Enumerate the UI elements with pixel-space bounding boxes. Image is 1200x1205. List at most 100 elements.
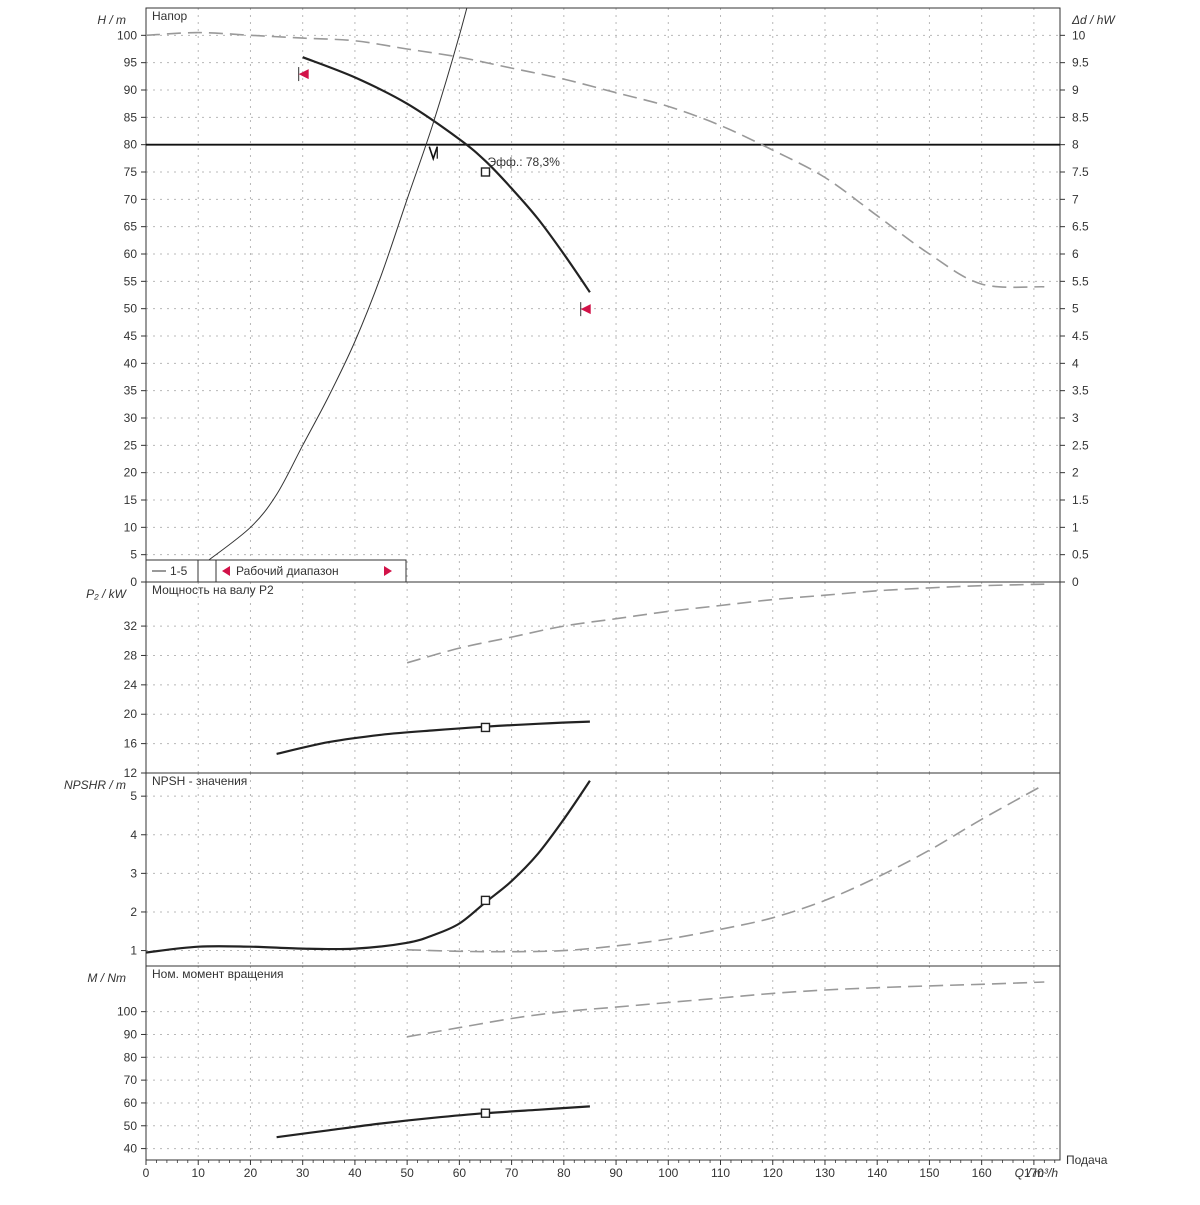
y-tick-label: 28 <box>124 648 138 662</box>
duty-point-marker <box>480 167 491 177</box>
y-tick-label: 20 <box>124 466 138 480</box>
right-tick-label: 0.5 <box>1072 548 1089 562</box>
right-tick-label: 6.5 <box>1072 220 1089 234</box>
y-tick-label: 65 <box>124 220 138 234</box>
range-marker-flag <box>580 304 591 315</box>
legend-item-series: 1-5 <box>170 564 188 578</box>
y-axis-label-head: H / m <box>97 13 126 27</box>
x-tick-label: 80 <box>557 1166 571 1180</box>
right-tick-label: 0 <box>1072 575 1079 589</box>
right-tick-label: 10 <box>1072 28 1086 42</box>
y-tick-label: 10 <box>124 520 138 534</box>
legend-flag-right <box>384 566 392 576</box>
right-tick-label: 7.5 <box>1072 165 1089 179</box>
panel-title-npsh: NPSH - значения <box>152 774 247 788</box>
x-tick-label: 30 <box>296 1166 310 1180</box>
right-tick-label: 8 <box>1072 138 1079 152</box>
series-line-power-main-0 <box>276 720 590 755</box>
panel-frame-torque <box>145 965 1061 1161</box>
x-tick-label: 20 <box>244 1166 258 1180</box>
y-tick-label: 1 <box>130 944 137 958</box>
y-axis-label-npsh: NPSHR / m <box>64 778 126 792</box>
right-tick-label: 3 <box>1072 411 1079 425</box>
y-tick-label: 30 <box>124 411 138 425</box>
panel-frame-head <box>145 7 1061 583</box>
x-tick-label: 170 <box>1024 1166 1044 1180</box>
x-tick-label: 60 <box>453 1166 467 1180</box>
y-tick-label: 20 <box>124 707 138 721</box>
x-tick-label: 120 <box>763 1166 783 1180</box>
x-tick-label: 140 <box>867 1166 887 1180</box>
series-line-npsh-main-0 <box>146 780 591 954</box>
operating-point-marker <box>428 146 439 162</box>
right-tick-label: 8.5 <box>1072 110 1089 124</box>
y-tick-label: 70 <box>124 1073 138 1087</box>
y-tick-label: 50 <box>124 1119 138 1133</box>
y-tick-label: 0 <box>130 575 137 589</box>
y-tick-label: 3 <box>130 866 137 880</box>
right-tick-label: 9 <box>1072 83 1079 97</box>
y-tick-label: 55 <box>124 274 138 288</box>
right-tick-label: 4 <box>1072 356 1079 370</box>
legend-item-range: Рабочий диапазон <box>236 564 339 578</box>
x-tick-label: 150 <box>919 1166 939 1180</box>
y-tick-label: 45 <box>124 329 138 343</box>
panel-title-head: Напор <box>152 9 188 23</box>
y-tick-label: 5 <box>130 548 137 562</box>
right-tick-label: 9.5 <box>1072 56 1089 70</box>
series-line-head-thin-1 <box>208 8 468 561</box>
y-tick-label: 12 <box>124 766 138 780</box>
range-marker-flag <box>298 69 309 80</box>
right-tick-label: 7 <box>1072 192 1079 206</box>
panel-title-power: Мощность на валу P2 <box>152 583 274 597</box>
efficiency-annotation: Эфф.: 78,3% <box>487 155 560 169</box>
y-tick-label: 50 <box>124 302 138 316</box>
y-tick-label: 15 <box>124 493 138 507</box>
right-tick-label: 1.5 <box>1072 493 1089 507</box>
right-tick-label: 3.5 <box>1072 384 1089 398</box>
right-axis-label: Δd / hW <box>1071 13 1116 27</box>
panel-title-torque: Ном. момент вращения <box>152 967 284 981</box>
right-tick-label: 4.5 <box>1072 329 1089 343</box>
series-line-power-dash-1 <box>406 583 1045 664</box>
right-tick-label: 1 <box>1072 520 1079 534</box>
y-tick-label: 24 <box>124 678 138 692</box>
right-tick-label: 6 <box>1072 247 1079 261</box>
panel-frame-power <box>145 581 1061 774</box>
x-tick-label: 100 <box>658 1166 678 1180</box>
x-tick-label: 130 <box>815 1166 835 1180</box>
x-axis-caption: Подача <box>1066 1153 1108 1167</box>
y-tick-label: 5 <box>130 789 137 803</box>
y-tick-label: 70 <box>124 192 138 206</box>
y-tick-label: 60 <box>124 247 138 261</box>
y-tick-label: 80 <box>124 138 138 152</box>
x-tick-label: 160 <box>972 1166 992 1180</box>
x-tick-label: 10 <box>192 1166 206 1180</box>
y-tick-label: 95 <box>124 56 138 70</box>
y-tick-label: 100 <box>117 1005 137 1019</box>
y-tick-label: 100 <box>117 28 137 42</box>
y-tick-label: 35 <box>124 384 138 398</box>
y-tick-label: 40 <box>124 1142 138 1156</box>
x-tick-label: 110 <box>711 1166 730 1180</box>
x-tick-label: 70 <box>505 1166 519 1180</box>
duty-point-marker <box>480 895 491 906</box>
y-tick-label: 80 <box>124 1050 138 1064</box>
right-tick-label: 5.5 <box>1072 274 1089 288</box>
x-axis-label: Q / m³/h <box>1015 1166 1059 1180</box>
right-tick-label: 5 <box>1072 302 1079 316</box>
right-tick-label: 2.5 <box>1072 438 1089 452</box>
series-line-head-dash-2 <box>146 31 1045 289</box>
y-tick-label: 2 <box>130 905 137 919</box>
y-tick-label: 90 <box>124 1027 138 1041</box>
x-tick-label: 90 <box>609 1166 623 1180</box>
series-line-torque-dash-1 <box>406 981 1045 1038</box>
legend-flag-left <box>222 566 230 576</box>
y-tick-label: 16 <box>124 737 138 751</box>
y-tick-label: 85 <box>124 110 138 124</box>
duty-point-marker <box>480 1108 491 1118</box>
series-line-head-main-0 <box>302 56 591 293</box>
y-axis-label-torque: M / Nm <box>87 971 126 985</box>
y-tick-label: 75 <box>124 165 138 179</box>
